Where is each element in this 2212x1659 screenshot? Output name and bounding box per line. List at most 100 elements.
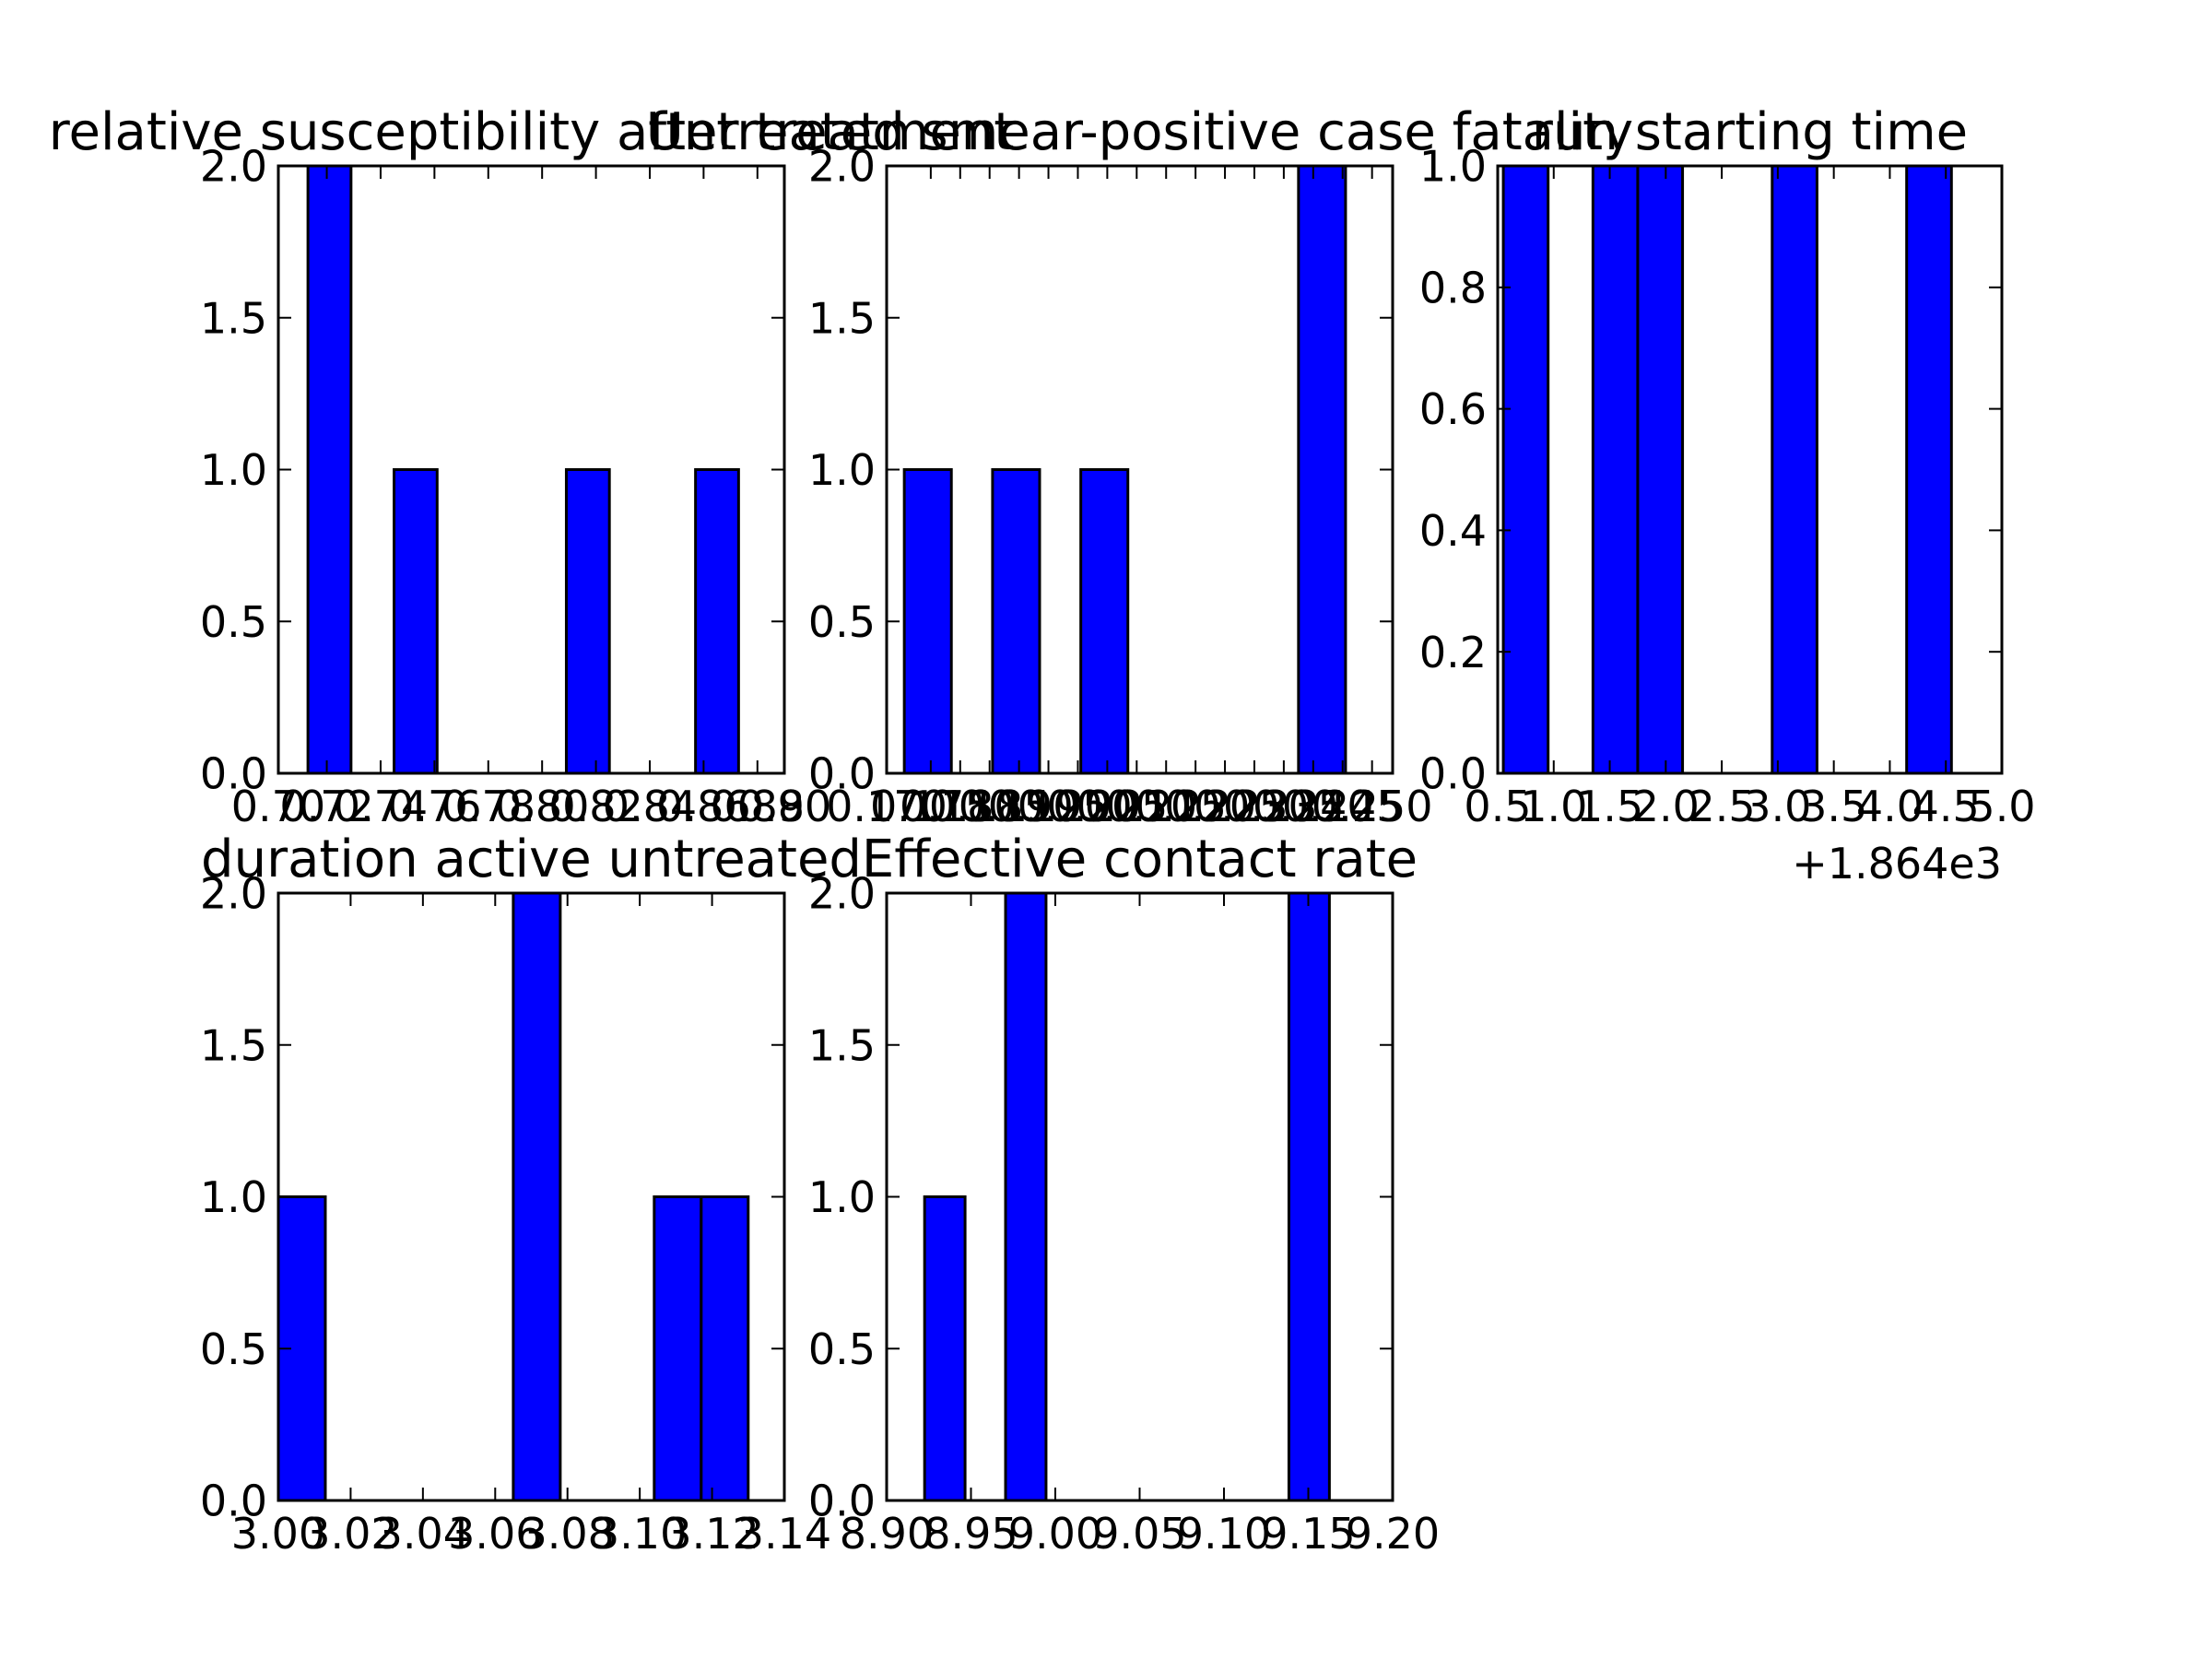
x-tick-label: 0.230 (1194, 782, 1315, 831)
histogram-bar (991, 468, 1041, 775)
x-tick-label: 0.90 (737, 782, 831, 831)
x-tick-label: 3.14 (737, 1509, 831, 1559)
y-tick-label: 1.5 (200, 293, 267, 343)
x-tick-label: 0.245 (1282, 782, 1404, 831)
x-tick-label: 0.80 (495, 782, 589, 831)
chart-title: duration active untreated (201, 830, 862, 889)
x-axis-offset-label: +1.864e3 (1792, 839, 2002, 888)
x-tick-label: 0.72 (279, 782, 373, 831)
x-tick-label: 0.84 (603, 782, 697, 831)
x-tick-label: 3.02 (303, 1509, 397, 1559)
x-tick-label: 4.5 (1912, 782, 1980, 831)
y-tick-label: 0.0 (200, 749, 267, 799)
histogram-bar (700, 1195, 750, 1502)
x-tick-label: 0.235 (1223, 782, 1345, 831)
x-tick-label: 9.10 (1177, 1509, 1271, 1559)
y-tick-label: 0.8 (1419, 263, 1487, 312)
x-tick-label: 3.5 (1800, 782, 1867, 831)
histogram-bar (902, 468, 953, 775)
x-tick-label: 0.225 (1164, 782, 1286, 831)
axes-frame (1496, 164, 2004, 775)
histogram-bar (1905, 164, 1953, 775)
x-tick-label: 3.08 (521, 1509, 615, 1559)
histogram-bar (653, 1195, 703, 1502)
y-tick-label: 0.6 (1419, 384, 1487, 434)
histogram-bar (923, 1195, 967, 1502)
x-tick-label: 0.210 (1076, 782, 1197, 831)
y-tick-label: 2.0 (200, 142, 267, 192)
y-tick-label: 1.0 (200, 1172, 267, 1222)
y-tick-label: 0.4 (1419, 506, 1487, 556)
x-tick-label: 1.0 (1520, 782, 1587, 831)
x-tick-label: 9.05 (1092, 1509, 1186, 1559)
histogram-panel-4: 0.00.51.01.52.03.003.023.043.063.083.103… (200, 830, 862, 1559)
histogram-bar (1636, 164, 1685, 775)
x-tick-label: 0.78 (441, 782, 535, 831)
chart-title: Untreated smear-positive case fatality (646, 102, 1633, 162)
x-tick-label: 0.185 (929, 782, 1051, 831)
x-tick-label: 0.70 (231, 782, 325, 831)
x-tick-label: 8.95 (924, 1509, 1018, 1559)
x-tick-label: 3.04 (376, 1509, 470, 1559)
histogram-bar (1079, 468, 1130, 775)
x-tick-label: 0.215 (1105, 782, 1227, 831)
x-tick-label: 0.195 (988, 782, 1110, 831)
x-tick-label: 9.20 (1346, 1509, 1440, 1559)
histogram-panel-5: 0.0 0.5 1.0 1.5 2.0 8.908.959.009.059.109.159… (808, 830, 1440, 1559)
y-tick-label: 0.0 (808, 749, 876, 799)
x-tick-label: 0.88 (711, 782, 805, 831)
chart-title: run starting time (1532, 102, 1968, 162)
histogram-panel-3: 0.00.20.40.60.81.00.51.01.52.02.53.03.54… (1419, 102, 2036, 888)
histogram-bar (1771, 164, 1818, 775)
x-tick-label: 8.90 (840, 1509, 934, 1559)
y-tick-label: 0.5 (808, 597, 876, 647)
y-tick-label: 1.0 (808, 445, 876, 495)
x-tick-label: 5.0 (1968, 782, 2035, 831)
y-tick-label: 0.2 (1419, 628, 1487, 677)
y-tick-label: 0.0 (1419, 749, 1487, 799)
x-tick-label: 2.5 (1688, 782, 1756, 831)
histogram-bar (1501, 164, 1550, 775)
x-tick-label: 2.0 (1632, 782, 1700, 831)
x-tick-label: 0.190 (959, 782, 1080, 831)
x-tick-label: 3.06 (448, 1509, 542, 1559)
histogram-panel-2: 0.00.51.01.52.00.1700.1750.1800.1850.190… (646, 102, 1633, 831)
x-tick-label: 0.220 (1135, 782, 1256, 831)
histogram-bar (393, 468, 439, 775)
y-tick-label: 1.5 (808, 1020, 876, 1070)
x-tick-label: 3.00 (231, 1509, 325, 1559)
x-tick-label: 9.15 (1261, 1509, 1355, 1559)
x-tick-label: 0.5 (1464, 782, 1531, 831)
x-tick-label: 0.76 (387, 782, 481, 831)
x-tick-label: 3.10 (593, 1509, 687, 1559)
chart-title: relative susceptibility after treatment (49, 102, 1015, 162)
x-tick-label: 3.0 (1744, 782, 1811, 831)
histogram-bar (1287, 891, 1331, 1502)
y-tick-label: 2.0 (808, 142, 876, 192)
histogram-bar (1004, 891, 1048, 1502)
x-tick-label: 0.175 (870, 782, 992, 831)
y-tick-label: 0.0 (808, 1477, 876, 1526)
x-tick-label: 1.5 (1576, 782, 1643, 831)
x-tick-label: 0.170 (826, 782, 947, 831)
histogram-bar (564, 468, 611, 775)
histogram-bar (1297, 164, 1347, 775)
chart-title: Effective contact rate (862, 830, 1418, 889)
x-tick-label: 3.12 (665, 1509, 759, 1559)
y-tick-label: 0.0 (200, 1477, 267, 1526)
x-tick-label: 9.00 (1008, 1509, 1102, 1559)
x-tick-label: 0.200 (1018, 782, 1139, 831)
x-tick-label: 0.240 (1253, 782, 1374, 831)
x-tick-label: 4.0 (1856, 782, 1924, 831)
y-tick-label: 2.0 (200, 869, 267, 919)
x-tick-label: 0.180 (900, 782, 1021, 831)
histogram-bar (1591, 164, 1640, 775)
histogram-bar (694, 468, 740, 775)
x-tick-label: 0.82 (548, 782, 642, 831)
histogram-panel-1: 0.00.51.01.52.00.700.720.740.760.780.800… (49, 102, 1015, 831)
x-tick-label: 0.205 (1047, 782, 1169, 831)
y-tick-label: 2.0 (808, 869, 876, 919)
x-tick-label: 0.74 (334, 782, 428, 831)
y-tick-label: 1.0 (1419, 142, 1487, 192)
